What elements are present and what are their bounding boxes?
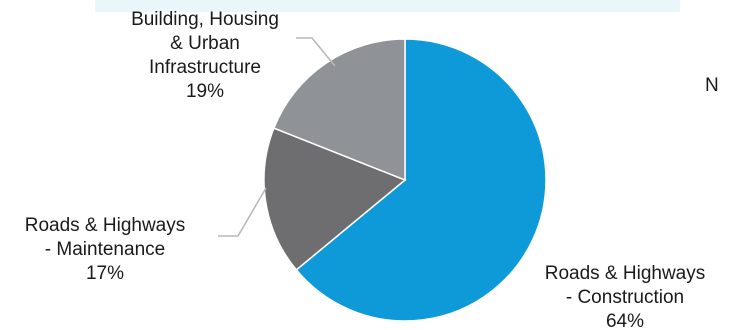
pie-slices bbox=[263, 38, 547, 322]
slice-label-construction: Roads & Highways - Construction 64% bbox=[520, 262, 730, 330]
slice-label-line: - Construction bbox=[565, 287, 685, 308]
slice-label-line: - Maintenance bbox=[44, 239, 166, 260]
slice-label-building: Building, Housing & Urban Infrastructure… bbox=[105, 8, 305, 104]
slice-percent-label: 19% bbox=[185, 81, 225, 102]
pie-slice-building bbox=[272, 38, 406, 182]
leader-lines bbox=[218, 37, 336, 237]
cropped-side-text: N bbox=[705, 75, 719, 96]
slice-percent-label: 64% bbox=[605, 311, 645, 330]
slice-label-line: Building, Housing bbox=[131, 9, 279, 30]
slice-label-line: Roads & Highways bbox=[24, 215, 186, 236]
leader-line-maintenance bbox=[218, 187, 267, 237]
slice-label-maintenance: Roads & Highways - Maintenance 17% bbox=[0, 214, 210, 286]
slice-label-line: Roads & Highways bbox=[544, 263, 706, 284]
leader-line-building bbox=[296, 37, 336, 67]
top-banner-strip bbox=[95, 0, 680, 12]
pie-slice-construction bbox=[295, 38, 547, 322]
slice-percent-label: 17% bbox=[85, 263, 125, 284]
slice-label-line: Infrastructure bbox=[149, 57, 261, 78]
slice-label-line: & Urban bbox=[170, 33, 240, 54]
pie-slice-maintenance bbox=[263, 127, 407, 271]
